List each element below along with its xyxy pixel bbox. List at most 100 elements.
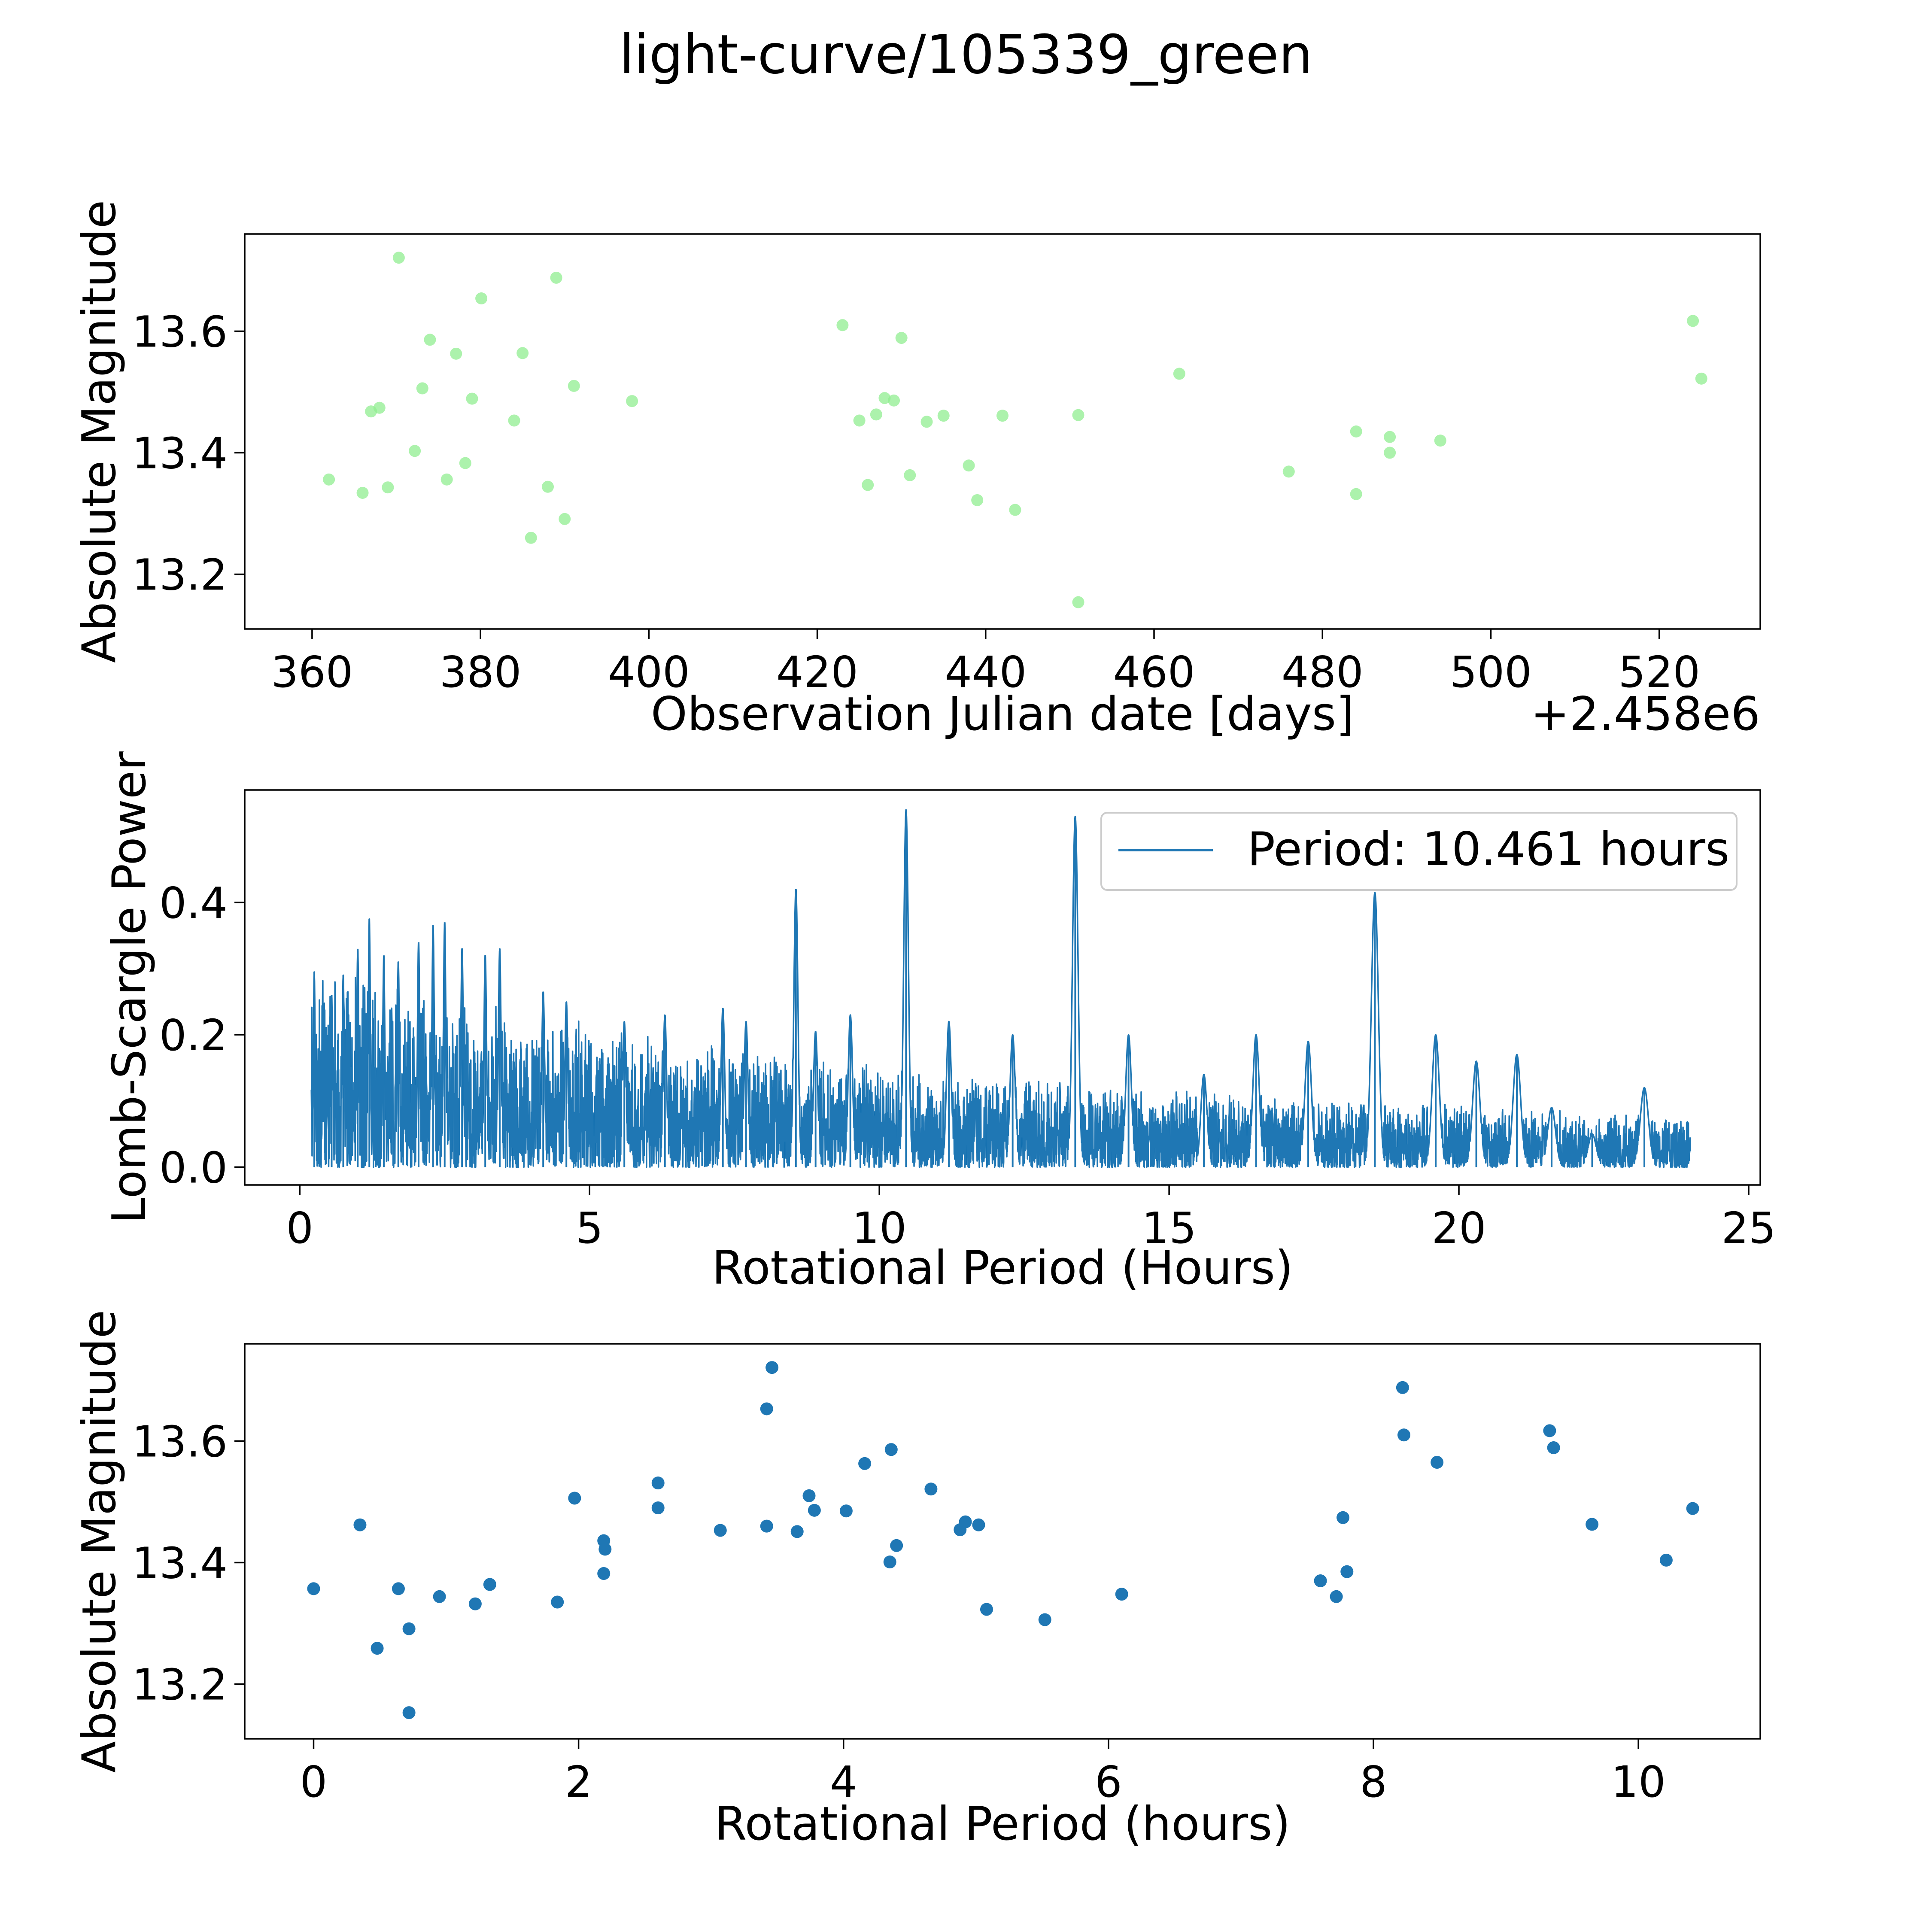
data-point — [424, 334, 436, 346]
data-point — [1687, 315, 1699, 327]
data-point — [878, 392, 891, 404]
x-tick-label: 10 — [852, 1203, 907, 1253]
data-point — [760, 1519, 773, 1533]
y-tick-label: 0.2 — [159, 1010, 228, 1060]
data-point — [853, 414, 866, 427]
data-point — [920, 416, 933, 428]
data-point — [371, 1642, 384, 1655]
x-tick-label: 360 — [271, 647, 353, 697]
data-point — [551, 1595, 564, 1609]
phase-folded-frame — [244, 1343, 1761, 1740]
data-point — [392, 1582, 405, 1595]
data-point — [839, 1504, 853, 1518]
light-curve-panel: 360 380 400 420 440 460 480 500 52013.213.413.6 … — [73, 200, 1761, 741]
phase-folded-panel: 0 2 4 6 8 10 13.2 13.4 13.6 Rotational Period (h… — [73, 1310, 1761, 1851]
x-tick-label: 520 — [1618, 647, 1700, 697]
data-point — [1072, 409, 1084, 421]
light-curve-xlabel: Observation Julian date [days] — [651, 687, 1354, 741]
x-tick-label: 0 — [300, 1757, 328, 1807]
x-tick-label: 4 — [830, 1757, 857, 1807]
data-point — [568, 1492, 581, 1505]
data-point — [468, 1597, 482, 1610]
data-point — [433, 1590, 446, 1603]
light-curve-x-offset: +2.458e6 — [1531, 687, 1760, 741]
data-point — [971, 494, 984, 506]
data-point — [483, 1578, 496, 1591]
y-tick-label: 13.2 — [132, 550, 228, 600]
y-tick-label: 13.2 — [132, 1660, 228, 1710]
light-curve-frame — [244, 233, 1761, 630]
periodogram-line — [310, 809, 1691, 1168]
data-point — [858, 1457, 872, 1470]
x-tick-label: 25 — [1721, 1203, 1776, 1253]
data-point — [1340, 1565, 1354, 1578]
data-point — [884, 1443, 898, 1456]
data-point — [353, 1518, 367, 1531]
data-point — [836, 319, 849, 331]
data-point — [550, 271, 562, 284]
x-tick-label: 500 — [1450, 647, 1532, 697]
data-point — [1384, 447, 1396, 459]
x-tick-label: 420 — [776, 647, 858, 697]
phase-folded-ylabel: Absolute Magnitude — [73, 1310, 126, 1773]
data-point — [937, 410, 950, 422]
data-point — [508, 414, 520, 427]
data-point — [450, 347, 462, 360]
data-point — [766, 1361, 779, 1374]
data-point — [1350, 425, 1362, 437]
data-point — [323, 473, 335, 486]
x-tick-label: 15 — [1142, 1203, 1196, 1253]
y-tick-label: 13.4 — [132, 1538, 228, 1589]
periodogram-panel: 0 5 10 15 20 25 0.0 0.2 0.4 Period: 10.461 hours… — [103, 751, 1776, 1295]
phase-folded-ticks: 0 2 4 6 8 10 13.2 13.4 13.6 — [132, 1416, 1665, 1807]
data-point — [409, 445, 421, 457]
data-point — [959, 1515, 972, 1528]
data-point — [1384, 431, 1396, 443]
data-point — [1695, 372, 1707, 385]
data-point — [862, 479, 874, 491]
data-point — [1282, 465, 1295, 478]
data-point — [760, 1402, 773, 1416]
data-point — [392, 252, 405, 264]
data-point — [1350, 488, 1362, 500]
data-point — [440, 473, 453, 486]
light-curve-ticks: 360 380 400 420 440 460 480 500 520 13.2 13.4 13.6 — [132, 307, 1700, 697]
data-point — [416, 382, 428, 395]
data-point — [459, 457, 471, 469]
y-tick-label: 13.6 — [132, 1416, 228, 1467]
data-point — [1173, 368, 1185, 380]
data-point — [466, 392, 478, 405]
data-point — [808, 1504, 821, 1517]
periodogram-peaks — [313, 810, 1646, 1167]
data-point — [924, 1482, 938, 1496]
x-tick-label: 10 — [1611, 1757, 1665, 1807]
legend-label: Period: 10.461 hours — [1247, 823, 1729, 876]
data-point — [870, 408, 882, 421]
data-point — [651, 1476, 665, 1490]
data-point — [626, 395, 638, 407]
data-point — [402, 1622, 416, 1635]
data-point — [373, 401, 386, 414]
data-point — [890, 1539, 903, 1552]
data-point — [542, 480, 554, 493]
light-curve-points — [323, 252, 1707, 608]
data-point — [1431, 1456, 1444, 1469]
data-point — [1115, 1588, 1128, 1601]
data-point — [1330, 1590, 1343, 1603]
data-point — [1434, 434, 1446, 447]
x-tick-label: 0 — [286, 1203, 313, 1253]
data-point — [1314, 1574, 1327, 1587]
data-point — [475, 292, 488, 305]
data-point — [598, 1543, 612, 1556]
data-point — [307, 1582, 320, 1595]
periodogram-ylabel: Lomb-Scargle Power — [103, 751, 156, 1224]
data-point — [790, 1525, 804, 1538]
x-tick-label: 2 — [565, 1757, 592, 1807]
data-point — [597, 1567, 611, 1580]
data-point — [1038, 1613, 1051, 1626]
data-point — [883, 1555, 896, 1569]
x-tick-label: 400 — [608, 647, 690, 697]
data-point — [963, 459, 975, 472]
